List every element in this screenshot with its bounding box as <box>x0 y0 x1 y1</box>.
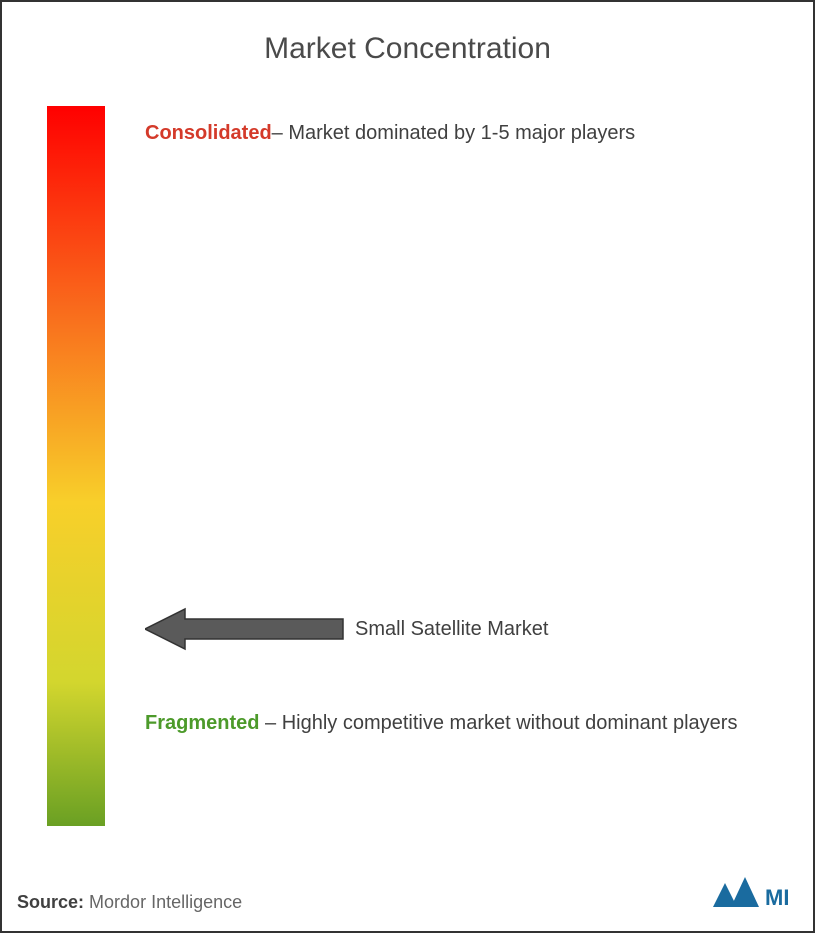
fragmented-rest: – Highly competitive market without domi… <box>259 712 737 734</box>
consolidated-lead: Consolidated <box>145 122 272 144</box>
consolidated-label: Consolidated– Market dominated by 1-5 ma… <box>145 111 635 155</box>
pointer-label: Small Satellite Market <box>355 618 548 641</box>
chart-title: Market Concentration <box>37 32 778 66</box>
arrow-shape <box>145 609 343 649</box>
concentration-gradient-bar <box>47 106 105 826</box>
logo-text: MI <box>765 885 789 910</box>
source-value: Mordor Intelligence <box>89 892 242 912</box>
fragmented-label: Fragmented – Highly competitive market w… <box>145 701 737 745</box>
chart-container: Market Concentration Consolidated– Marke… <box>0 0 815 933</box>
source-label: Source: <box>17 892 84 912</box>
chart-content: Consolidated– Market dominated by 1-5 ma… <box>37 106 778 826</box>
logo-bars-icon <box>713 877 759 907</box>
brand-logo: MI <box>711 873 791 917</box>
label-column: Consolidated– Market dominated by 1-5 ma… <box>145 106 778 826</box>
source-footer: Source: Mordor Intelligence <box>17 892 242 913</box>
consolidated-rest: – Market dominated by 1-5 major players <box>272 122 636 144</box>
market-pointer: Small Satellite Market <box>145 606 548 652</box>
arrow-left-icon <box>145 606 345 652</box>
fragmented-lead: Fragmented <box>145 712 259 734</box>
